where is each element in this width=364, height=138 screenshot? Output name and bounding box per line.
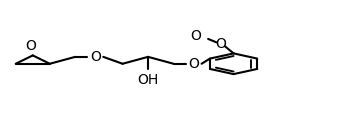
Text: O: O	[25, 39, 36, 53]
Text: O: O	[190, 29, 201, 43]
Text: O: O	[188, 57, 199, 71]
Text: O: O	[215, 37, 226, 51]
Text: O: O	[90, 50, 101, 64]
Text: OH: OH	[138, 73, 159, 87]
